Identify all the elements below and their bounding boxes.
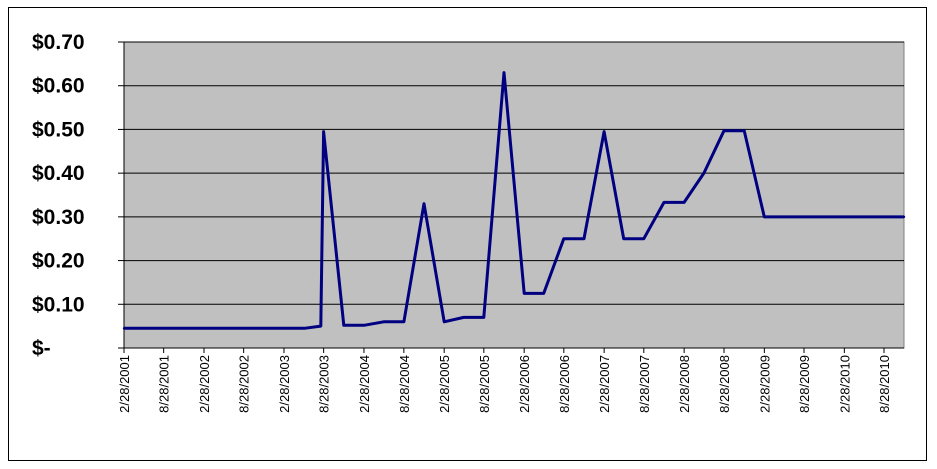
y-tick-label: $0.60 [32,75,85,98]
y-tick-label: $0.50 [32,118,85,141]
data-point [542,292,545,295]
data-point [722,129,726,132]
data-point [242,327,245,330]
y-tick-label: $0.20 [32,250,85,273]
x-tick-label: 2/28/2009 [757,355,772,413]
x-tick-label: 8/28/2008 [717,355,732,413]
x-tick-label: 8/28/2004 [397,355,412,413]
data-point [282,327,286,330]
x-tick-label: 2/28/2008 [677,355,692,413]
data-point [162,327,165,330]
data-point [642,237,646,240]
x-tick-label: 8/28/2007 [637,355,652,413]
x-tick-label: 8/28/2002 [237,355,252,413]
data-point [522,292,526,295]
data-point [402,320,406,323]
data-point [303,327,306,330]
data-point [843,215,846,219]
x-tick-label: 2/28/2006 [517,355,532,413]
x-tick-label: 2/28/2010 [837,355,852,413]
x-tick-label: 8/28/2005 [477,355,492,413]
y-tick-label: $- [32,337,51,360]
data-point [462,316,465,319]
data-point [319,324,322,328]
x-tick-label: 2/28/2005 [437,355,452,413]
data-point [602,130,606,133]
data-point [382,320,385,323]
data-point [502,71,506,74]
data-point [322,130,325,133]
x-tick-label: 2/28/2001 [117,355,132,413]
data-point [582,237,586,240]
y-tick-label: $0.10 [32,293,85,316]
data-point [882,215,886,219]
y-tick-label: $0.70 [32,31,85,54]
data-point [682,201,686,204]
x-tick-label: 2/28/2003 [277,355,292,413]
y-tick-label: $0.30 [32,206,85,229]
y-tick-label: $0.40 [32,162,85,185]
x-tick-label: 8/28/2006 [557,355,572,413]
x-tick-label: 8/28/2003 [317,355,332,413]
data-point [442,320,446,323]
data-point [122,327,126,330]
data-point [422,202,426,205]
data-point [742,129,746,132]
x-tick-label: 8/28/2010 [877,355,892,413]
data-point [202,327,206,330]
data-point [662,201,666,204]
data-point [342,324,346,327]
data-point [702,171,706,175]
data-point [482,316,486,319]
data-point [362,324,366,327]
data-point [763,215,766,219]
data-point [562,237,566,240]
data-point [902,215,906,219]
x-tick-label: 2/28/2004 [357,355,372,413]
data-point [802,215,806,219]
series-line [124,71,904,330]
x-tick-label: 2/28/2007 [597,355,612,413]
x-tick-label: 2/28/2002 [197,355,212,413]
data-point [622,237,625,240]
x-tick-label: 8/28/2009 [797,355,812,413]
x-tick-label: 8/28/2001 [157,355,172,413]
